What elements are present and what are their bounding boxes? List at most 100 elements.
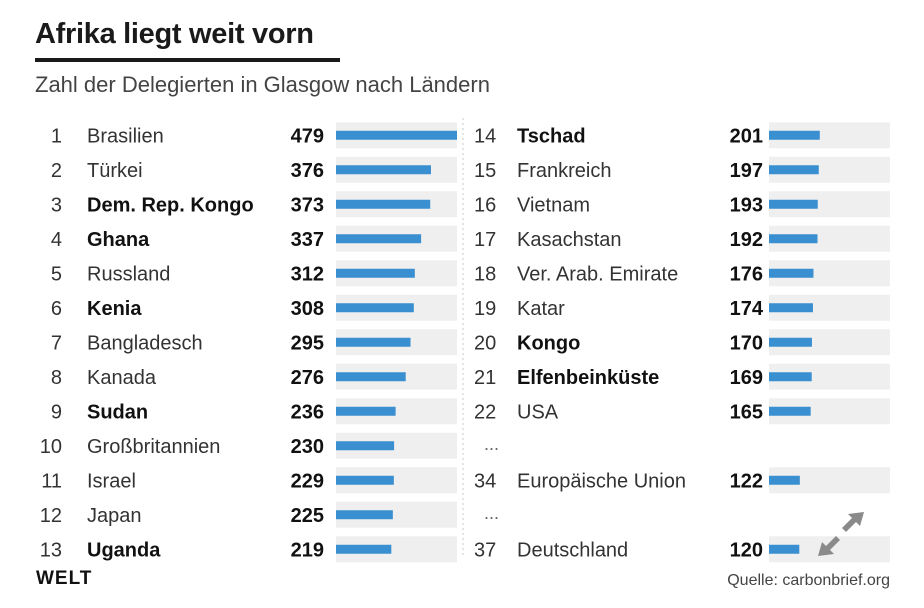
rank-label: 1 (51, 125, 62, 147)
bar (336, 303, 414, 313)
rank-label: 17 (474, 229, 496, 251)
rank-label: 18 (474, 263, 496, 285)
value-label: 176 (730, 263, 763, 285)
country-label: Kanada (87, 367, 157, 389)
country-label: Kenia (87, 298, 142, 320)
value-label: 308 (291, 298, 324, 320)
source-note: Quelle: carbonbrief.org (727, 572, 890, 589)
bar (769, 372, 812, 382)
country-label: Israel (87, 470, 136, 492)
value-label: 376 (291, 160, 324, 182)
country-label: Dem. Rep. Kongo (87, 194, 254, 216)
rank-label: 6 (51, 298, 62, 320)
bar (769, 199, 818, 209)
country-label: Vietnam (517, 194, 590, 216)
chart-title: Afrika liegt weit vorn (35, 18, 314, 50)
value-label: 165 (730, 401, 763, 423)
bar (336, 441, 395, 451)
rank-label: 3 (51, 194, 62, 216)
rank-label: 7 (51, 332, 62, 354)
country-label: Frankreich (517, 160, 611, 182)
bar (336, 199, 431, 209)
country-label: Sudan (87, 401, 148, 423)
rank-label: 37 (474, 539, 496, 561)
country-label: Katar (517, 298, 565, 320)
value-label: 225 (291, 505, 324, 527)
country-label: Uganda (87, 539, 161, 561)
value-label: 197 (730, 160, 763, 182)
rank-label: 15 (474, 160, 496, 182)
bar (769, 475, 800, 485)
country-label: Deutschland (517, 539, 628, 561)
country-label: Tschad (517, 125, 586, 147)
value-label: 174 (730, 298, 764, 320)
bar (336, 337, 411, 347)
rank-label: 13 (40, 539, 62, 561)
country-label: Brasilien (87, 125, 164, 147)
bar (336, 234, 422, 244)
country-label: Kasachstan (517, 229, 622, 251)
value-label: 170 (730, 332, 763, 354)
bar (769, 268, 814, 278)
bar (769, 165, 819, 175)
value-label: 193 (730, 194, 763, 216)
country-label: USA (517, 401, 559, 423)
value-label: 169 (730, 367, 763, 389)
brand-logo: WELT (36, 568, 93, 589)
bar (336, 268, 415, 278)
bar (336, 510, 393, 520)
bar (769, 337, 812, 347)
value-label: 122 (730, 470, 763, 492)
rank-label: 2 (51, 160, 62, 182)
rank-label: 22 (474, 401, 496, 423)
bar (336, 406, 396, 416)
country-label: Ghana (87, 229, 150, 251)
country-label: Kongo (517, 332, 580, 354)
ellipsis-label: ... (484, 503, 499, 523)
bar (336, 475, 394, 485)
value-label: 236 (291, 401, 324, 423)
country-label: Ver. Arab. Emirate (517, 263, 678, 285)
rank-label: 12 (40, 505, 62, 527)
country-label: Türkei (87, 160, 143, 182)
value-label: 192 (730, 229, 763, 251)
bar (769, 406, 811, 416)
value-label: 479 (291, 125, 324, 147)
title-underline (35, 58, 340, 62)
bar (769, 303, 813, 313)
rank-label: 34 (474, 470, 496, 492)
rank-label: 21 (474, 367, 496, 389)
bar (336, 372, 406, 382)
value-label: 337 (291, 229, 324, 251)
country-label: Bangladesch (87, 332, 203, 354)
value-label: 120 (730, 539, 763, 561)
value-label: 219 (291, 539, 324, 561)
value-label: 295 (291, 332, 324, 354)
rank-label: 4 (51, 229, 62, 251)
country-label: Europäische Union (517, 470, 686, 492)
bar (336, 544, 392, 554)
country-label: Elfenbeinküste (517, 367, 659, 389)
value-label: 201 (730, 125, 763, 147)
rank-label: 10 (40, 436, 62, 458)
value-label: 230 (291, 436, 324, 458)
country-label: Japan (87, 505, 142, 527)
bar (336, 165, 431, 175)
bar (769, 234, 818, 244)
value-label: 312 (291, 263, 324, 285)
chart-subtitle: Zahl der Delegierten in Glasgow nach Län… (35, 72, 490, 97)
value-label: 373 (291, 194, 324, 216)
rank-label: 11 (41, 470, 62, 492)
country-label: Russland (87, 263, 170, 285)
rank-label: 14 (474, 125, 496, 147)
bar (336, 130, 457, 140)
rank-label: 8 (51, 367, 62, 389)
country-label: Großbritannien (87, 436, 220, 458)
rank-label: 5 (51, 263, 62, 285)
rank-label: 19 (474, 298, 496, 320)
bar (769, 130, 820, 140)
expand-diagonal-arrows-icon[interactable] (812, 508, 870, 560)
rank-label: 20 (474, 332, 496, 354)
rank-label: 9 (51, 401, 62, 423)
